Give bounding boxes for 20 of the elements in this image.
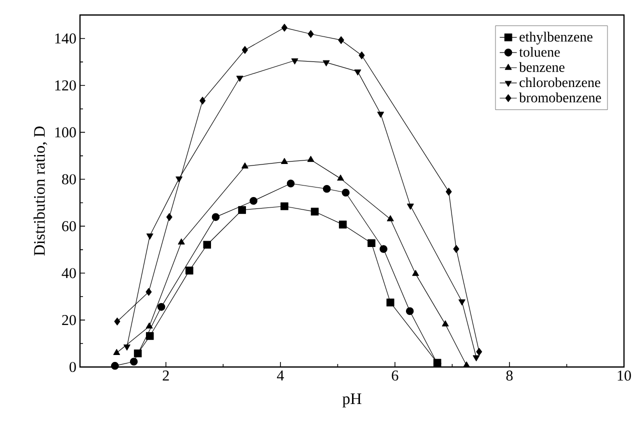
x-tick-label: 10	[618, 370, 631, 381]
x-tick-label: 2	[162, 370, 169, 380]
legend-label: chlorobenzene	[520, 77, 600, 88]
y-tick-label: 0	[70, 362, 76, 372]
y-tick-label: 100	[55, 127, 76, 138]
x-tick-label: 4	[276, 370, 284, 380]
y-tick-label: 60	[62, 221, 76, 232]
y-tick-label: 140	[55, 33, 76, 44]
y-tick-label: 20	[62, 315, 76, 326]
legend-label: benzene	[519, 62, 564, 72]
y-tick-label: 80	[62, 174, 76, 184]
x-axis-title: pH	[342, 393, 362, 408]
legend-label: ethylbenzene	[520, 32, 592, 44]
legend-label: bromobenzene	[519, 92, 602, 102]
y-axis-title: Distribution ratio, D	[34, 126, 48, 256]
x-tick-label: 6	[392, 370, 398, 381]
legend-label: toluene	[519, 46, 560, 57]
y-tick-label: 120	[55, 80, 76, 90]
x-tick-label: 8	[506, 370, 513, 381]
y-tick-label: 40	[62, 268, 76, 278]
